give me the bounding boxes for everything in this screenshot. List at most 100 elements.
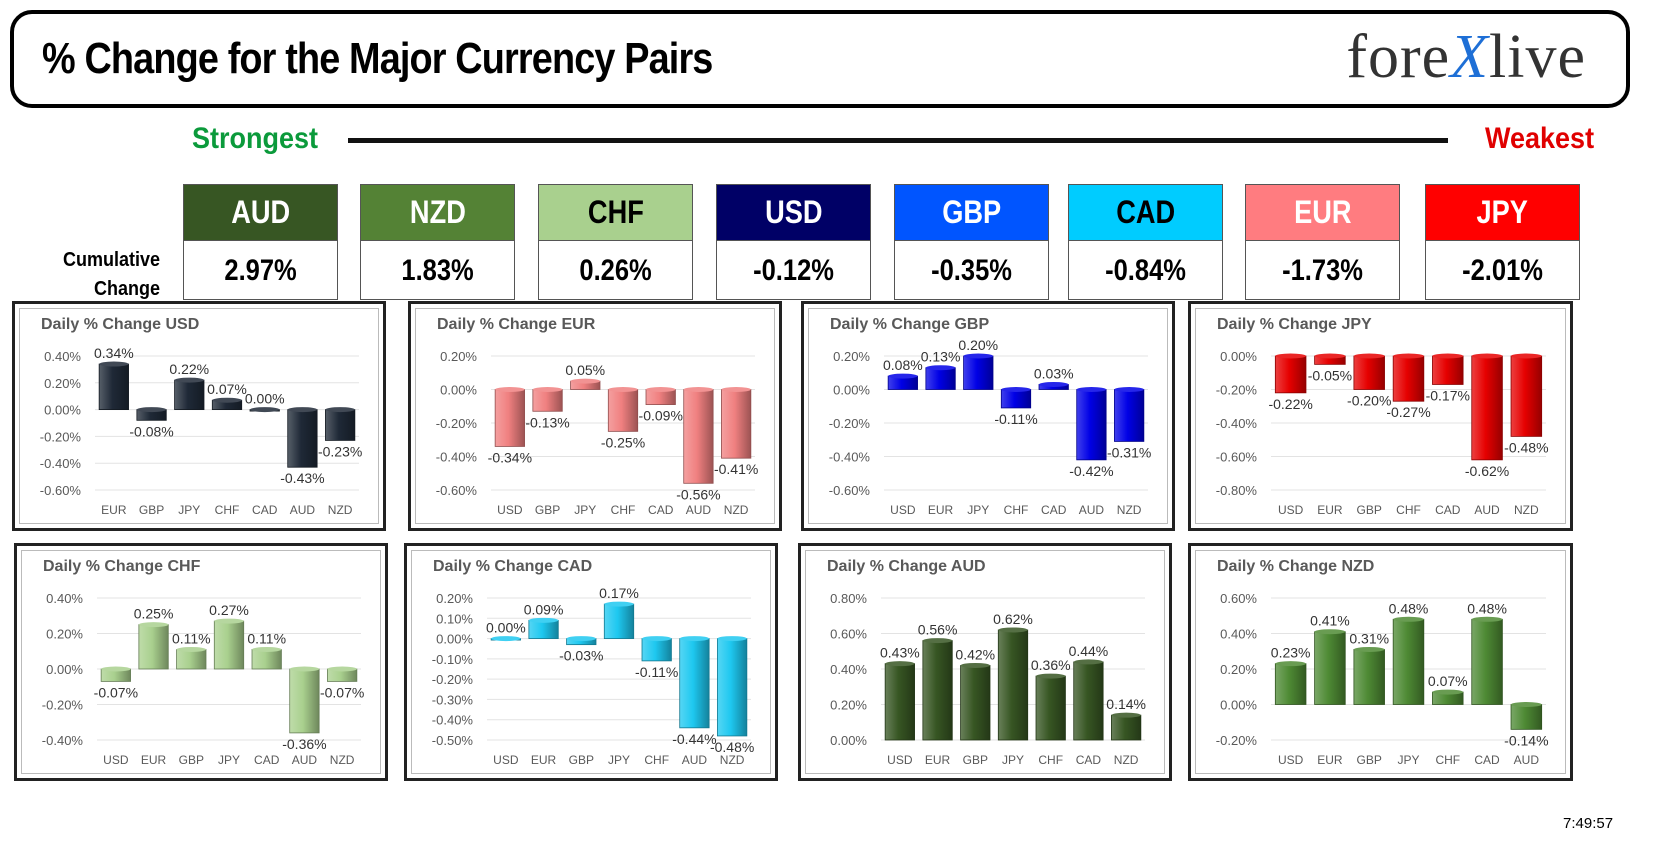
- x-tick-label: CHF: [1038, 753, 1063, 767]
- data-label: 0.22%: [169, 361, 209, 377]
- y-tick-label: 0.40%: [44, 349, 81, 364]
- bar-jpy: [174, 379, 205, 411]
- x-tick-label: GBP: [1357, 753, 1382, 767]
- y-tick-label: -0.30%: [432, 692, 474, 707]
- x-tick-label: CAD: [648, 503, 674, 517]
- strongest-label: Strongest: [192, 122, 319, 155]
- data-label: 0.00%: [245, 391, 285, 407]
- bar-jpy: [1392, 618, 1425, 705]
- bar-gbp: [960, 665, 991, 741]
- bar-cap: [885, 661, 915, 667]
- x-tick-label: NZD: [1117, 503, 1142, 517]
- currency-box-gbp: GBP -0.35%: [894, 184, 1049, 300]
- bar-cad: [1432, 355, 1464, 385]
- x-tick-label: NZD: [724, 503, 749, 517]
- y-tick-label: -0.60%: [40, 483, 82, 498]
- y-tick-label: 0.00%: [44, 403, 81, 418]
- x-tick-label: USD: [887, 753, 913, 767]
- currency-box-chf: CHF 0.26%: [538, 184, 693, 300]
- currency-box-aud: AUD 2.97%: [183, 184, 338, 300]
- x-tick-label: CAD: [252, 503, 278, 517]
- x-tick-label: EUR: [101, 503, 127, 517]
- chart-title: Daily % Change NZD: [1217, 558, 1375, 575]
- bar-jpy: [603, 603, 635, 639]
- x-tick-label: JPY: [1397, 753, 1419, 767]
- data-label: -0.13%: [525, 414, 569, 430]
- bar-cap: [922, 638, 953, 644]
- bar-chf: [641, 638, 672, 662]
- chart-title: Daily % Change USD: [41, 316, 200, 333]
- y-tick-label: 0.00%: [1220, 349, 1257, 364]
- bar-chart: 0.40% 0.20% 0.00% -0.20% -0.40% -0.60% 0.34% EU…: [40, 345, 363, 517]
- bar-cap: [1036, 673, 1066, 679]
- y-tick-label: 0.00%: [833, 383, 870, 398]
- data-label: -0.48%: [1504, 439, 1548, 455]
- x-tick-label: CHF: [644, 753, 669, 767]
- data-label: 0.62%: [993, 611, 1033, 627]
- data-label: 0.23%: [1271, 645, 1311, 661]
- x-tick-label: AUD: [1079, 503, 1105, 517]
- bar-aud: [679, 638, 710, 729]
- x-tick-label: AUD: [682, 753, 708, 767]
- bar-cap: [289, 666, 320, 672]
- y-tick-label: -0.60%: [1216, 450, 1258, 465]
- data-label: -0.34%: [488, 449, 532, 465]
- bar-aud: [1510, 704, 1543, 730]
- bar-jpy: [213, 620, 245, 670]
- bar-cap: [998, 627, 1028, 633]
- data-label: 0.36%: [1031, 657, 1071, 673]
- y-tick-label: 0.00%: [440, 383, 477, 398]
- bar-cap: [683, 387, 714, 392]
- y-tick-label: 0.20%: [833, 349, 870, 364]
- x-tick-label: EUR: [141, 753, 167, 767]
- chart-panel-2: Daily % Change GBP 0.20% 0.00% -0.20% -0.40%…: [801, 301, 1175, 531]
- x-tick-label: CHF: [611, 503, 636, 517]
- data-label: -0.11%: [994, 411, 1037, 427]
- bar-chart: 0.20% 0.00% -0.20% -0.40% -0.60% -0.34% USD -0.…: [436, 349, 759, 517]
- data-label: -0.08%: [129, 423, 173, 439]
- bar-cap: [1471, 616, 1503, 622]
- x-tick-label: EUR: [928, 503, 954, 517]
- chart-panel-7: Daily % Change NZD 0.60% 0.40% 0.20% 0.00% -0…: [1188, 543, 1573, 781]
- bar-aud: [1076, 389, 1107, 461]
- y-tick-label: -0.60%: [436, 483, 478, 498]
- data-label: 0.09%: [524, 601, 564, 617]
- bar-aud: [683, 389, 714, 484]
- y-tick-label: 0.10%: [436, 611, 473, 626]
- bar-chart: 0.20% 0.10% 0.00% -0.10% -0.20% -0.30% -0.40% -…: [432, 585, 755, 767]
- cumulative-change-label: Cumulative Change: [62, 249, 160, 300]
- bar-cap: [1073, 659, 1104, 665]
- data-label: 0.17%: [599, 585, 639, 601]
- x-tick-label: AUD: [290, 503, 316, 517]
- data-label: 0.43%: [880, 645, 920, 661]
- data-label: -0.22%: [1268, 396, 1312, 412]
- data-label: -0.43%: [280, 470, 324, 486]
- data-label: 0.56%: [918, 622, 958, 638]
- data-label: -0.48%: [710, 739, 754, 755]
- y-tick-label: -0.20%: [436, 416, 478, 431]
- bar-cap: [1393, 353, 1424, 359]
- bar-cap: [888, 373, 918, 379]
- chart-title: Daily % Change GBP: [830, 316, 990, 333]
- currency-box-usd: USD -0.12%: [716, 184, 871, 300]
- x-tick-label: GBP: [569, 753, 594, 767]
- title-banner: % Change for the Major Currency Pairs fo…: [10, 10, 1630, 108]
- data-label: 0.44%: [1069, 643, 1109, 659]
- timestamp: 7:49:57: [1563, 815, 1614, 832]
- data-label: -0.05%: [1308, 367, 1352, 383]
- currency-code: EUR: [1246, 185, 1399, 241]
- chart-frame: [1195, 308, 1566, 524]
- bar-aud: [289, 668, 320, 734]
- y-tick-label: -0.50%: [432, 733, 474, 748]
- bar-cap: [963, 353, 993, 359]
- bar-usd: [884, 663, 915, 741]
- bar-cap: [138, 622, 169, 628]
- x-tick-label: JPY: [1002, 753, 1024, 767]
- strength-scale-line: [348, 138, 1448, 143]
- x-tick-label: USD: [497, 503, 523, 517]
- bar-cap: [287, 407, 318, 413]
- x-tick-label: GBP: [1357, 503, 1382, 517]
- bar-cap: [1314, 353, 1346, 359]
- y-tick-label: 0.80%: [830, 591, 867, 606]
- bar-cap: [566, 636, 596, 642]
